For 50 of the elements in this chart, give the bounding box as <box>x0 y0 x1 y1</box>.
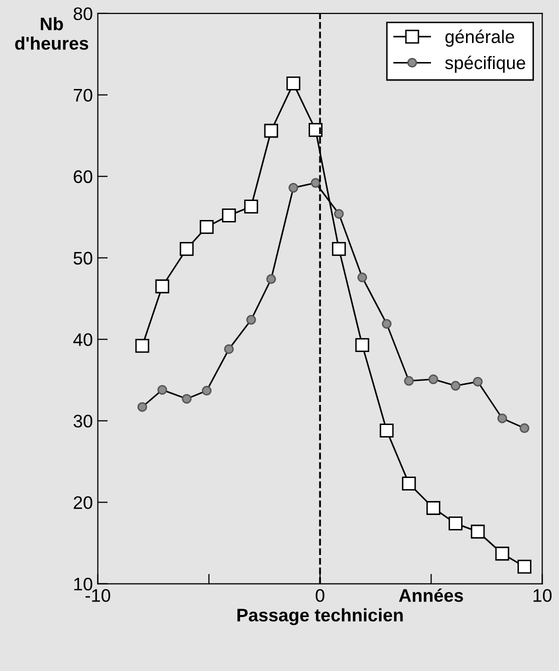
point <box>308 122 323 137</box>
x-tick-label: -10 <box>86 589 110 602</box>
y-tick-label: 10 <box>74 578 92 590</box>
y-tick-label: 30 <box>74 414 92 428</box>
y-tick-label: 60 <box>74 170 92 184</box>
point <box>222 208 236 222</box>
point <box>426 501 440 515</box>
point <box>182 394 192 404</box>
point <box>137 402 148 412</box>
point <box>310 178 320 188</box>
point <box>380 424 394 438</box>
point <box>202 386 212 396</box>
point <box>355 338 370 352</box>
point <box>334 208 344 219</box>
point <box>404 376 414 386</box>
point <box>402 476 416 490</box>
point <box>357 272 368 282</box>
point <box>244 200 258 214</box>
point <box>286 76 300 90</box>
point <box>382 318 392 329</box>
point <box>497 414 508 424</box>
point <box>180 242 194 256</box>
point <box>472 376 483 387</box>
point <box>520 423 530 434</box>
point <box>135 338 150 353</box>
point <box>155 279 170 294</box>
point <box>224 344 234 354</box>
point <box>428 374 438 384</box>
x-tick-label: Années <box>398 588 463 602</box>
point <box>518 560 532 574</box>
y-tick-label: 70 <box>74 88 92 102</box>
point <box>495 546 510 561</box>
x-axis-title: Passage technicien <box>237 608 403 626</box>
legend-label: spécifique <box>445 56 526 73</box>
point <box>264 124 278 138</box>
x-tick-label: 10 <box>534 589 552 602</box>
point <box>246 314 256 325</box>
y-tick-label: 40 <box>73 333 92 346</box>
y-tick-label: 20 <box>74 496 92 510</box>
legend-label: générale <box>445 30 514 47</box>
point <box>450 380 460 391</box>
point <box>157 384 168 395</box>
point <box>200 220 214 234</box>
point <box>332 242 346 256</box>
point <box>288 182 298 193</box>
point <box>266 274 276 284</box>
x-tick-label: 0 <box>316 589 324 602</box>
point <box>448 516 463 530</box>
y-tick-label: 50 <box>74 252 92 265</box>
point <box>470 524 485 539</box>
